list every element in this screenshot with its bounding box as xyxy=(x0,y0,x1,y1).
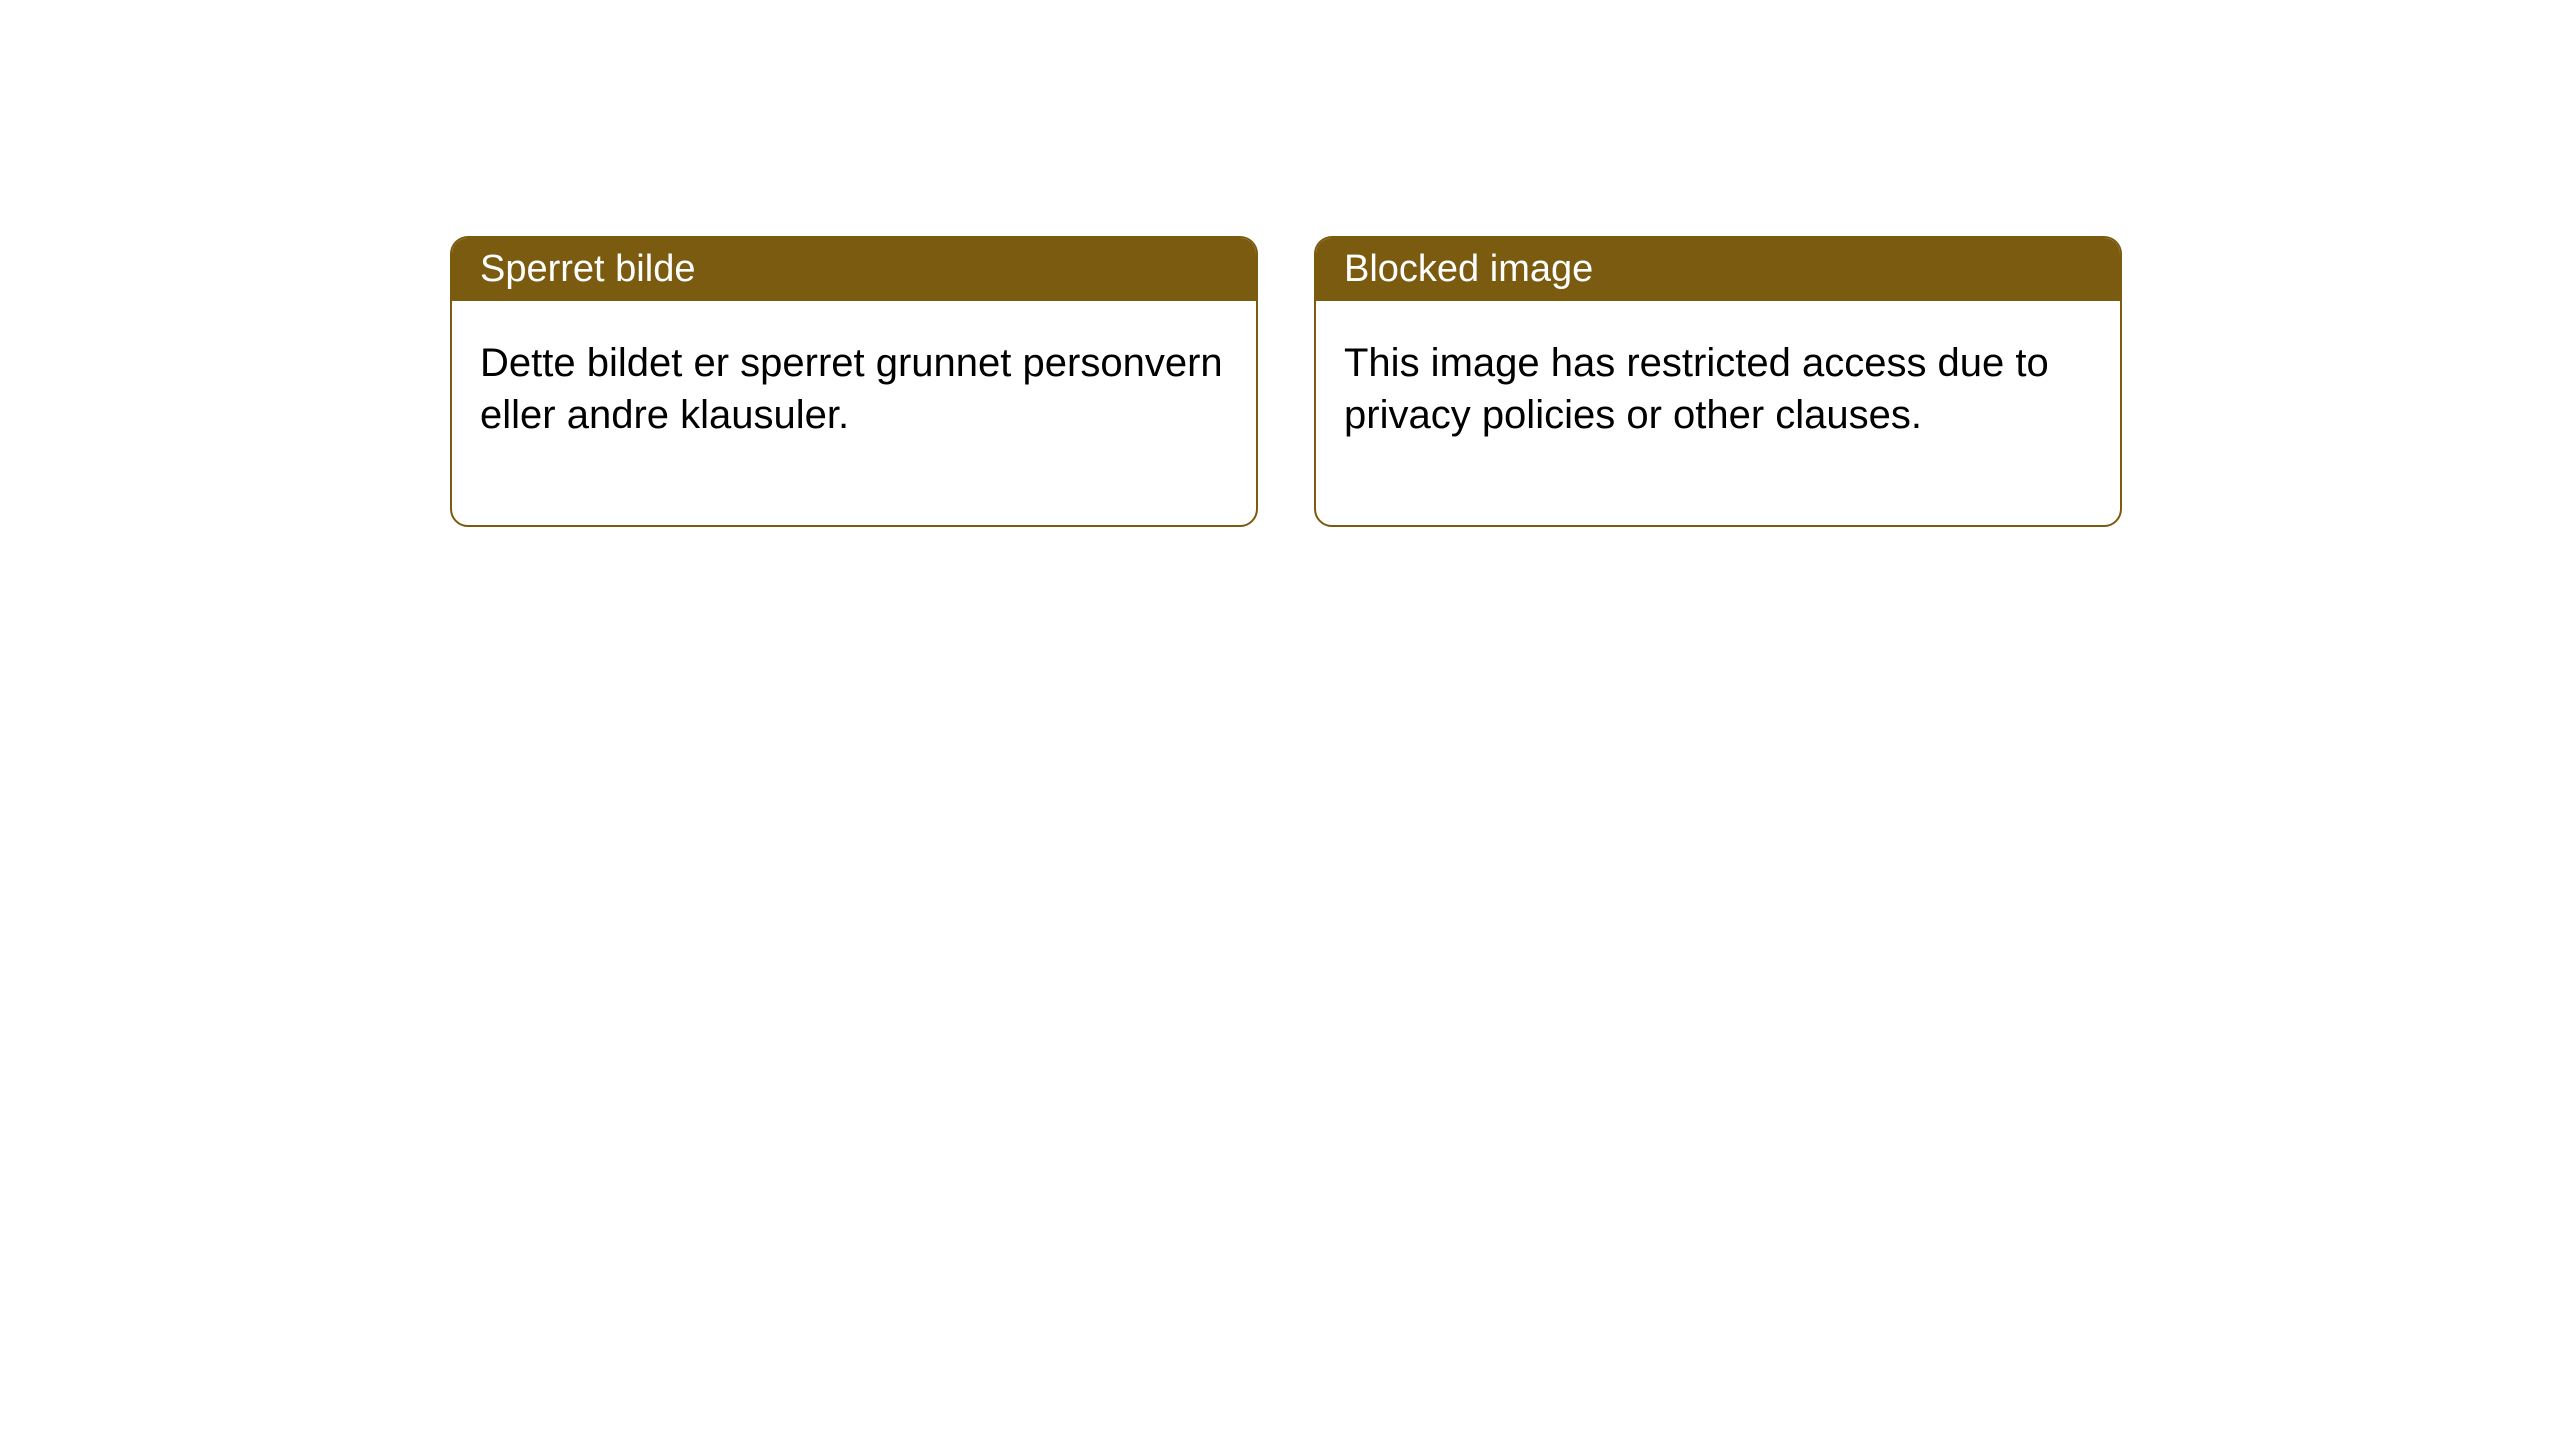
notice-box-english: Blocked image This image has restricted … xyxy=(1314,236,2122,527)
notice-box-norwegian: Sperret bilde Dette bildet er sperret gr… xyxy=(450,236,1258,527)
notice-header: Sperret bilde xyxy=(452,238,1256,301)
notice-body: This image has restricted access due to … xyxy=(1316,301,2120,525)
notice-body: Dette bildet er sperret grunnet personve… xyxy=(452,301,1256,525)
notice-header: Blocked image xyxy=(1316,238,2120,301)
notice-container: Sperret bilde Dette bildet er sperret gr… xyxy=(450,236,2122,527)
